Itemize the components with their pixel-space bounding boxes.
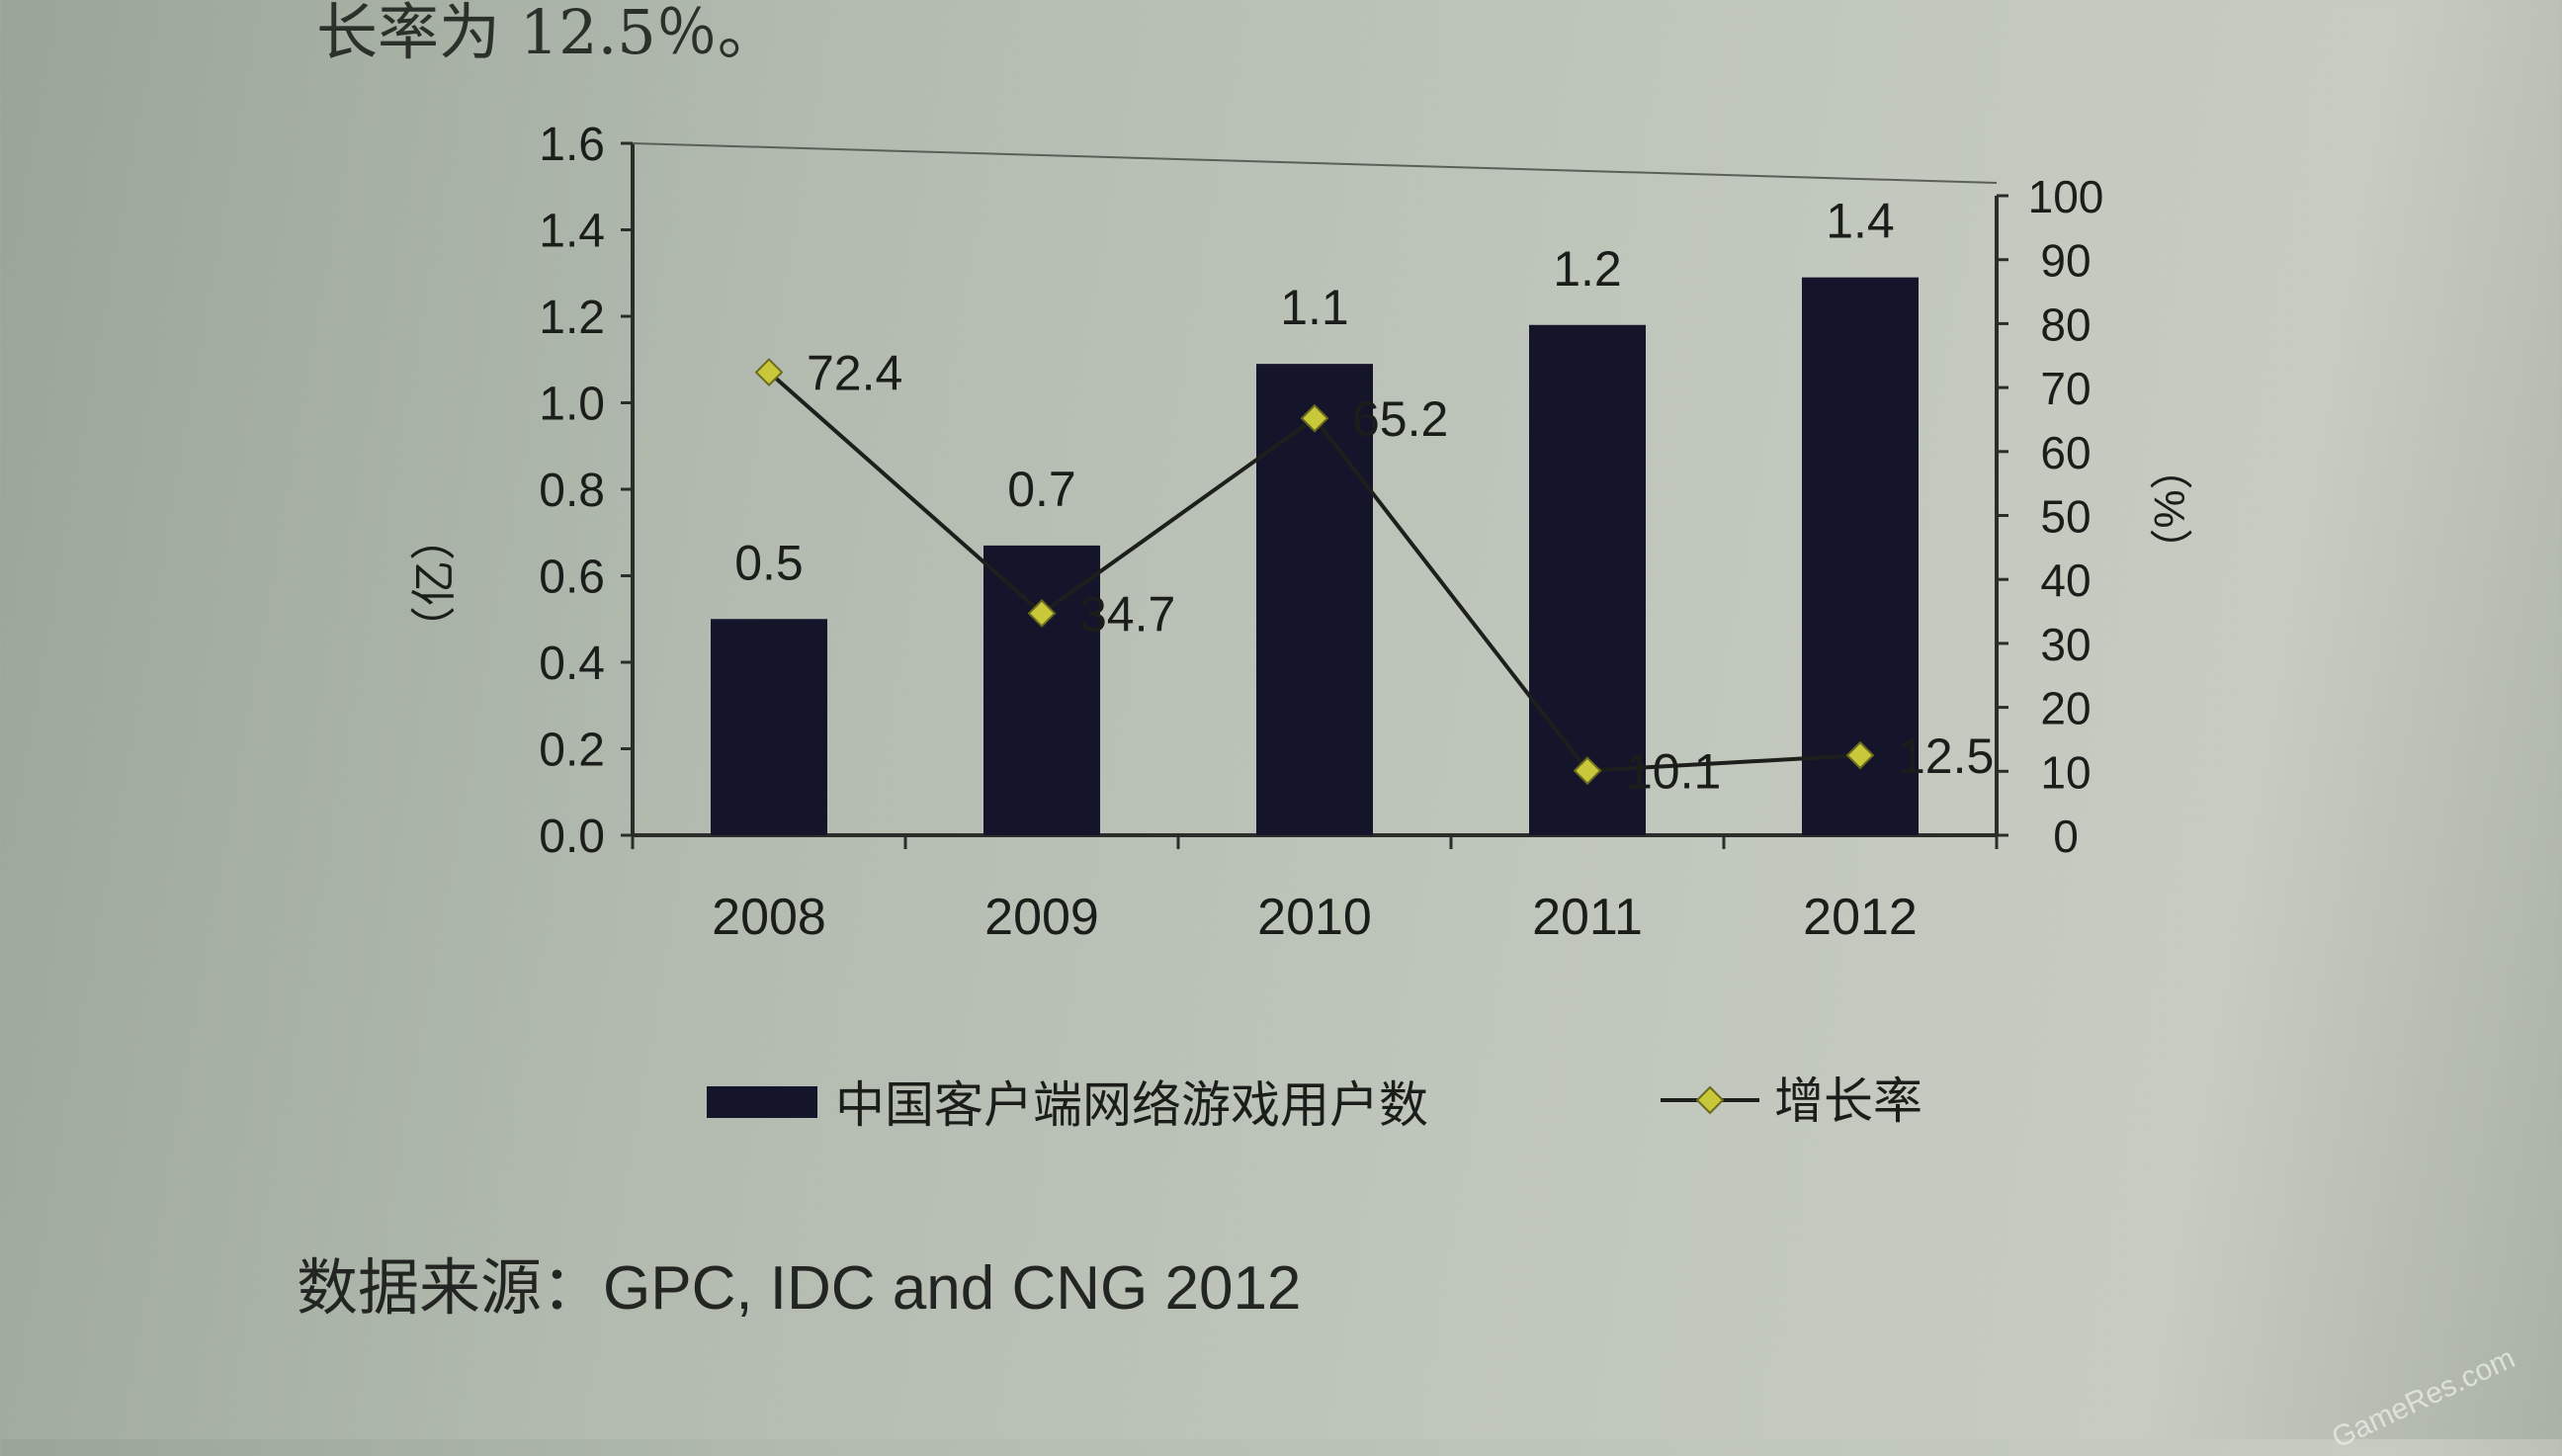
legend-line-label: 增长率 xyxy=(1774,1073,1922,1129)
x-tick-label: 2010 xyxy=(1257,889,1372,946)
legend-line-marker xyxy=(1695,1085,1725,1115)
growth-rate-marker xyxy=(1573,756,1602,786)
right-tick-label: 10 xyxy=(2040,746,2091,798)
growth-rate-data-label: 65.2 xyxy=(1352,391,1448,447)
plot-top-border xyxy=(632,142,1998,184)
growth-rate-data-label: 10.1 xyxy=(1625,744,1721,800)
growth-rate-data-label: 12.5 xyxy=(1898,728,1994,784)
source-text: 数据来源：GPC, IDC and CNG 2012 xyxy=(297,1254,1302,1323)
left-tick-label: 0.2 xyxy=(539,725,605,777)
bar xyxy=(711,619,827,835)
bar xyxy=(1256,364,1373,835)
x-tick-label: 2009 xyxy=(984,889,1099,946)
bar-data-label: 1.2 xyxy=(1553,241,1622,297)
bar-data-label: 1.4 xyxy=(1826,194,1895,249)
bar-data-label: 1.1 xyxy=(1280,280,1349,335)
right-tick-label: 40 xyxy=(2040,555,2091,606)
x-tick-label: 2012 xyxy=(1803,889,1918,946)
right-tick-label: 0 xyxy=(2053,811,2079,862)
growth-rate-marker xyxy=(1027,599,1057,628)
right-axis-label: （%） xyxy=(2145,446,2193,571)
intro-text: 长率为 12.5％。 xyxy=(316,0,779,68)
growth-rate-marker xyxy=(754,358,784,386)
right-tick-label: 50 xyxy=(2040,491,2091,543)
right-tick-label: 90 xyxy=(2040,235,2091,287)
right-tick-label: 60 xyxy=(2040,427,2091,478)
left-tick-label: 0.8 xyxy=(539,465,605,517)
x-tick-label: 2008 xyxy=(712,889,826,946)
legend-bar-swatch xyxy=(707,1086,817,1118)
left-tick-label: 0.0 xyxy=(539,811,605,863)
right-tick-label: 100 xyxy=(2028,171,2104,222)
right-tick-label: 20 xyxy=(2040,683,2091,734)
right-tick-label: 80 xyxy=(2040,299,2091,350)
left-tick-label: 0.6 xyxy=(539,552,605,604)
bar xyxy=(983,545,1100,835)
growth-rate-data-label: 34.7 xyxy=(1079,586,1175,642)
bar xyxy=(1529,324,1646,835)
growth-rate-marker xyxy=(1845,740,1875,770)
left-axis-label: （亿） xyxy=(408,515,460,651)
left-tick-label: 1.4 xyxy=(539,206,605,258)
legend-bar-label: 中国客户端网络游戏用户数 xyxy=(835,1077,1428,1133)
right-tick-label: 70 xyxy=(2040,363,2091,414)
growth-rate-data-label: 72.4 xyxy=(807,346,902,401)
x-tick-label: 2011 xyxy=(1532,889,1643,946)
left-tick-label: 0.4 xyxy=(539,638,605,690)
bar-data-label: 0.5 xyxy=(734,535,804,590)
left-tick-label: 1.2 xyxy=(539,292,605,344)
right-tick-label: 30 xyxy=(2040,619,2091,670)
left-tick-label: 1.0 xyxy=(539,379,605,431)
left-tick-label: 1.6 xyxy=(539,119,605,171)
growth-rate-marker xyxy=(1300,403,1329,433)
bar-data-label: 0.7 xyxy=(1007,462,1076,517)
